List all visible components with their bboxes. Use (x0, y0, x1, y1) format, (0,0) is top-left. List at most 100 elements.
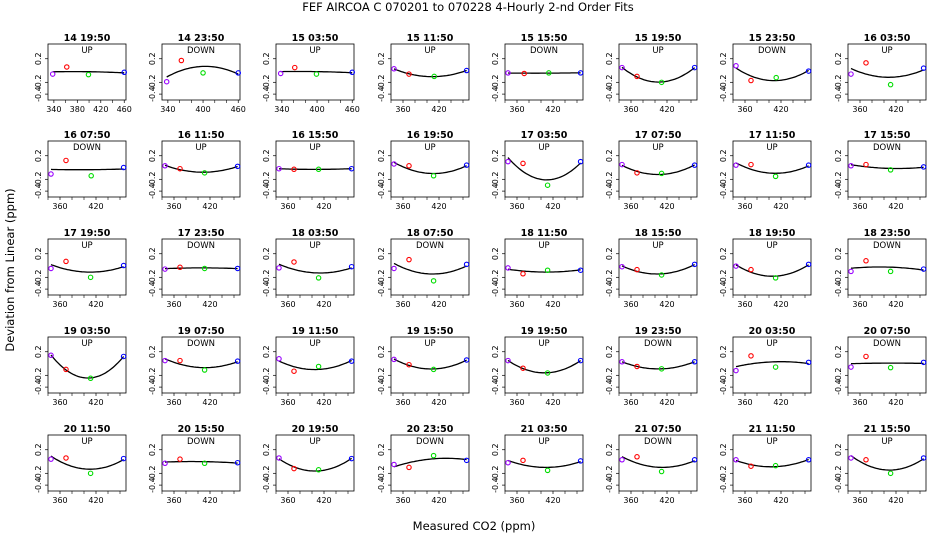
fit-curve (508, 269, 581, 272)
x-tick-label: 420 (431, 496, 446, 505)
data-point (521, 458, 525, 462)
x-tick-label: 360 (166, 300, 181, 309)
y-tick-label: 0.2 (605, 52, 614, 65)
fit-curve (394, 69, 467, 77)
data-point (749, 78, 753, 82)
data-point (464, 458, 468, 462)
x-tick-label: 360 (509, 300, 524, 309)
data-point (692, 65, 696, 69)
x-tick-label: 380 (70, 105, 85, 114)
panel-title: 15 15:50 (521, 33, 568, 44)
data-point (201, 71, 205, 75)
y-tick-label: 0.2 (34, 345, 43, 358)
panel-direction: UP (538, 143, 549, 153)
x-tick-label: 420 (773, 300, 788, 309)
y-tick-label: 0.2 (34, 247, 43, 260)
y-tick-label: 0.2 (719, 52, 728, 65)
data-point (749, 162, 753, 166)
data-point (864, 458, 868, 462)
panel-direction: DOWN (644, 437, 672, 447)
x-tick-label: 460 (231, 105, 246, 114)
panel-direction: UP (309, 241, 320, 251)
x-tick-label: 360 (623, 105, 638, 114)
y-tick-label: -0.4 (491, 86, 500, 102)
x-tick-label: 360 (52, 202, 67, 211)
y-tick-label: -0.4 (719, 183, 728, 199)
panel-title: 18 07:50 (407, 228, 454, 239)
panel-title: 19 19:50 (521, 326, 568, 337)
x-tick-label: 420 (431, 398, 446, 407)
x-tick-label: 420 (659, 300, 674, 309)
data-point (121, 354, 125, 358)
fit-curve (622, 457, 695, 468)
data-point (314, 72, 318, 76)
x-tick-label: 420 (773, 496, 788, 505)
fit-curve (51, 169, 124, 170)
data-point (849, 269, 853, 273)
data-point (65, 65, 69, 69)
data-point (806, 360, 810, 364)
panel-title: 14 19:50 (64, 33, 111, 44)
x-tick-label: 360 (852, 202, 867, 211)
panel-title: 20 03:50 (749, 326, 796, 337)
y-tick-label: -0.4 (719, 379, 728, 395)
panel-direction: UP (881, 437, 892, 447)
y-tick-label: -0.4 (262, 379, 271, 395)
data-point (164, 80, 168, 84)
panel-title: 16 03:50 (864, 33, 911, 44)
data-point (578, 459, 582, 463)
y-tick-label: -0.4 (148, 281, 157, 297)
x-tick-label: 360 (395, 496, 410, 505)
panel-direction: UP (424, 339, 435, 349)
panel-direction: DOWN (530, 46, 558, 56)
x-tick-label: 420 (88, 202, 103, 211)
fit-curve (279, 264, 352, 273)
panel-direction: DOWN (416, 241, 444, 251)
x-tick-label: 360 (737, 105, 752, 114)
y-tick-label: 0.2 (605, 247, 614, 260)
data-point (178, 358, 182, 362)
data-point (849, 365, 853, 369)
x-tick-label: 420 (659, 202, 674, 211)
x-tick-label: 420 (88, 300, 103, 309)
y-tick-label: -0.4 (34, 183, 43, 199)
y-tick-label: 0.2 (834, 443, 843, 456)
x-tick-label: 420 (773, 105, 788, 114)
y-tick-label: 0.2 (491, 149, 500, 162)
y-tick-label: -0.4 (34, 86, 43, 102)
y-tick-label: 0.2 (491, 247, 500, 260)
data-point (749, 354, 753, 358)
y-tick-label: -0.4 (834, 281, 843, 297)
y-tick-label: 0.2 (834, 52, 843, 65)
panel-title: 17 23:50 (178, 228, 225, 239)
y-tick-label: 0.2 (491, 52, 500, 65)
x-tick-label: 420 (316, 398, 331, 407)
data-point (749, 267, 753, 271)
panel-title: 20 23:50 (407, 424, 454, 435)
x-tick-label: 420 (202, 300, 217, 309)
y-tick-label: 0.2 (148, 443, 157, 456)
x-tick-label: 360 (737, 202, 752, 211)
data-point (620, 162, 624, 166)
y-tick-label: -0.4 (491, 183, 500, 199)
panel-direction: UP (652, 46, 663, 56)
y-tick-label: 0.2 (719, 149, 728, 162)
data-point (659, 469, 663, 473)
x-tick-label: 420 (202, 202, 217, 211)
y-tick-label: -0.4 (262, 183, 271, 199)
y-tick-label: 0.2 (377, 345, 386, 358)
panel-title: 21 15:50 (864, 424, 911, 435)
y-tick-label: 0.2 (148, 247, 157, 260)
data-point (392, 462, 396, 466)
data-point (407, 257, 411, 261)
